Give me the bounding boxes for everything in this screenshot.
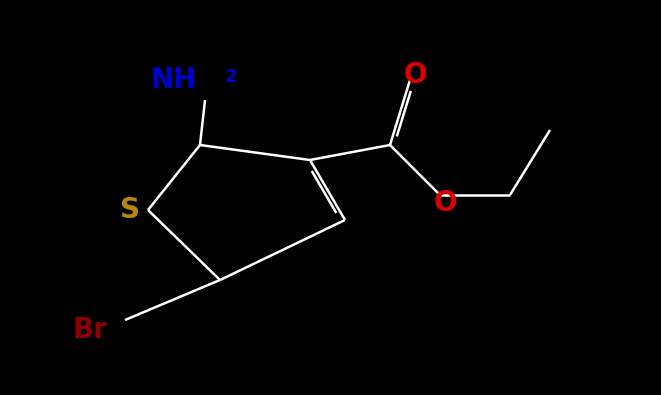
Text: O: O (433, 189, 457, 217)
Text: Br: Br (73, 316, 108, 344)
Text: O: O (403, 61, 427, 89)
Text: 2: 2 (225, 68, 237, 86)
Text: NH: NH (151, 66, 197, 94)
Text: S: S (120, 196, 140, 224)
